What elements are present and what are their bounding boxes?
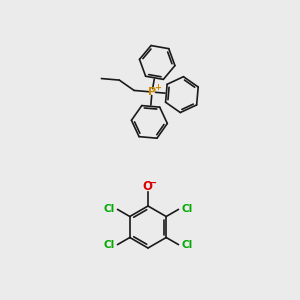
Text: Cl: Cl [103, 205, 115, 214]
Text: O: O [142, 179, 152, 193]
Text: −: − [149, 178, 157, 188]
Text: +: + [154, 82, 161, 91]
Text: Cl: Cl [181, 239, 193, 250]
Text: Cl: Cl [103, 239, 115, 250]
Text: Cl: Cl [181, 205, 193, 214]
Text: P: P [148, 87, 156, 97]
